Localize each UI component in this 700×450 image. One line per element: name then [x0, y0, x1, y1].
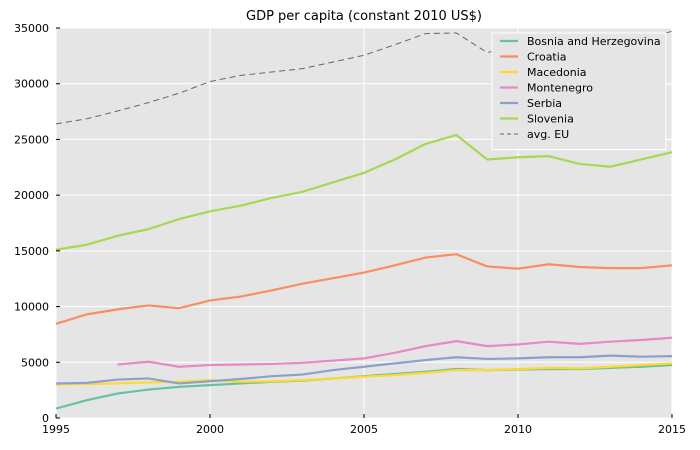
y-tick-label: 0	[42, 412, 49, 425]
legend-item: Serbia	[500, 97, 562, 110]
y-tick-label: 10000	[14, 301, 49, 314]
x-tick-label: 2005	[350, 423, 378, 436]
y-tick-label: 35000	[14, 22, 49, 35]
legend-item: Slovenia	[500, 113, 574, 126]
series-group	[55, 253, 673, 325]
legend-item: Macedonia	[500, 66, 587, 79]
legend-label: Slovenia	[527, 113, 574, 126]
legend-item: Bosnia and Herzegovina	[500, 35, 661, 48]
series-line	[55, 354, 673, 385]
chart-title: GDP per capita (constant 2010 US$)	[246, 9, 482, 24]
legend-label: Macedonia	[527, 66, 587, 79]
series-line	[117, 336, 673, 368]
axes: 1995 2000 2005 2010 2015 0 5000 10000 15000 20000…	[14, 22, 686, 436]
legend: Bosnia and Herzegovina Croatia Macedonia Mo…	[491, 32, 667, 150]
y-tick-label: 15000	[14, 245, 49, 258]
x-tick-label: 2015	[658, 423, 686, 436]
series-group	[55, 354, 673, 385]
series-line	[55, 253, 673, 325]
legend-label: Serbia	[527, 97, 562, 110]
y-tick-label: 20000	[14, 189, 49, 202]
y-tick-label: 25000	[14, 133, 49, 146]
series-group	[55, 133, 673, 251]
legend-item: avg. EU	[500, 128, 569, 141]
legend-label: Bosnia and Herzegovina	[527, 35, 661, 48]
series-group	[55, 362, 673, 386]
series-layer	[55, 30, 673, 410]
series-group	[117, 336, 673, 368]
series-line	[55, 133, 673, 251]
legend-label: avg. EU	[527, 128, 569, 141]
y-tick-label: 5000	[21, 356, 49, 369]
legend-box	[491, 32, 667, 150]
legend-item: Croatia	[500, 51, 567, 64]
legend-label: Montenegro	[527, 82, 593, 95]
legend-label: Croatia	[527, 51, 567, 64]
y-tick-label: 30000	[14, 78, 49, 91]
x-tick-label: 1995	[42, 423, 70, 436]
legend-item: Montenegro	[500, 82, 593, 95]
x-tick-label: 2000	[196, 423, 224, 436]
series-line	[55, 362, 673, 386]
x-tick-label: 2010	[504, 423, 532, 436]
